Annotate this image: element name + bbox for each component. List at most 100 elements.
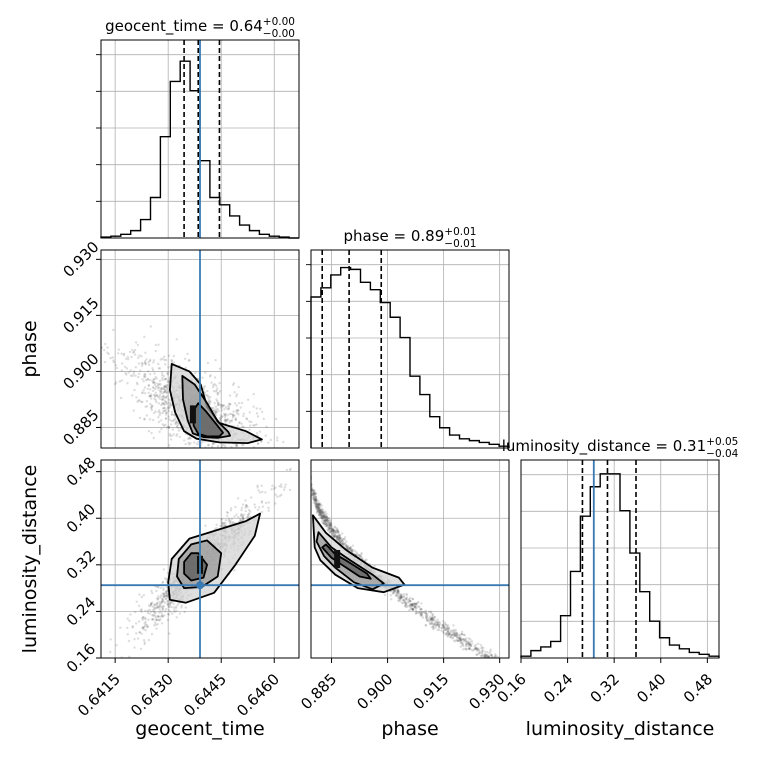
pair-geocent_time-phase-sample-point bbox=[235, 404, 238, 407]
pair-geocent_time-luminosity_distance-sample-point bbox=[139, 647, 143, 651]
pair-phase-luminosity_distance-sample-point bbox=[476, 648, 479, 651]
pair-phase-luminosity_distance-sample-point bbox=[341, 542, 345, 546]
pair-phase-luminosity_distance-sample-point bbox=[467, 644, 470, 648]
pair-phase-luminosity_distance-sample-point bbox=[316, 506, 319, 509]
pair-phase-luminosity_distance-sample-point bbox=[338, 534, 341, 537]
pair-geocent_time-phase-sample-point bbox=[143, 362, 147, 365]
pair-phase-luminosity_distance-sample-point bbox=[397, 592, 400, 595]
pair-geocent_time-phase-sample-point bbox=[149, 393, 153, 396]
pair-phase-luminosity_distance-sample-point bbox=[469, 638, 472, 641]
pair-geocent_time-phase-sample-point bbox=[164, 385, 167, 388]
pair-phase-luminosity_distance-sample-point bbox=[454, 631, 457, 634]
pair-phase-luminosity_distance-sample-point bbox=[345, 544, 348, 547]
pair-geocent_time-luminosity_distance-sample-point bbox=[159, 605, 163, 609]
pair-geocent_time-phase-sample-point bbox=[259, 407, 262, 410]
pair-geocent_time-phase-sample-point bbox=[167, 425, 170, 428]
pair-phase-luminosity_distance-sample-point bbox=[468, 646, 471, 650]
pair-phase-luminosity_distance-sample-point bbox=[430, 618, 433, 621]
pair-geocent_time-phase-sample-point bbox=[127, 358, 130, 361]
pair-geocent_time-phase-sample-point bbox=[104, 342, 107, 346]
ytick-label-luminosity_distance: 0.40 bbox=[63, 500, 99, 536]
pair-geocent_time-luminosity_distance-sample-point bbox=[233, 515, 236, 518]
pair-phase-luminosity_distance-sample-point bbox=[462, 638, 465, 641]
pair-phase-luminosity_distance-sample-point bbox=[455, 634, 458, 638]
pair-geocent_time-luminosity_distance-sample-point bbox=[261, 490, 264, 493]
pair-geocent_time-phase-sample-point bbox=[161, 374, 164, 377]
pair-geocent_time-phase-sample-point bbox=[220, 403, 223, 407]
pair-geocent_time-phase-sample-point bbox=[221, 453, 223, 455]
pair-phase-luminosity_distance-sample-point bbox=[490, 653, 493, 657]
pair-phase-luminosity_distance-sample-point bbox=[452, 639, 456, 642]
pair-phase-luminosity_distance-sample-point bbox=[443, 626, 446, 629]
pair-geocent_time-phase-sample-point bbox=[129, 374, 133, 377]
pair-geocent_time-luminosity_distance-sample-point bbox=[153, 610, 156, 614]
pair-phase-luminosity_distance-sample-point bbox=[333, 525, 336, 528]
pair-phase-luminosity_distance-sample-point bbox=[320, 512, 324, 515]
pair-phase-luminosity_distance-sample-point bbox=[411, 607, 414, 611]
pair-geocent_time-luminosity_distance-sample-point bbox=[147, 618, 150, 621]
pair-phase-luminosity_distance-sample-point bbox=[505, 665, 507, 667]
pair-phase-luminosity_distance-sample-point bbox=[333, 535, 336, 538]
pair-phase-luminosity_distance-sample-point bbox=[461, 648, 465, 651]
pair-geocent_time-phase-sample-point bbox=[153, 381, 157, 384]
pair-phase-luminosity_distance-sample-point bbox=[319, 512, 323, 516]
pair-phase-luminosity_distance-sample-point bbox=[405, 605, 408, 609]
pair-geocent_time-luminosity_distance-sample-point bbox=[135, 600, 138, 603]
pair-phase-luminosity_distance-sample-point bbox=[331, 527, 334, 530]
pair-geocent_time-phase-sample-point bbox=[235, 444, 238, 447]
pair-phase-luminosity_distance-sample-point bbox=[337, 539, 340, 542]
pair-geocent_time-luminosity_distance-sample-point bbox=[172, 606, 176, 609]
pair-geocent_time-luminosity_distance-sample-point bbox=[147, 638, 151, 642]
pair-phase-luminosity_distance-sample-point bbox=[311, 494, 314, 497]
pair-phase-luminosity_distance-sample-point bbox=[404, 597, 408, 601]
pair-geocent_time-luminosity_distance-sample-point bbox=[250, 496, 253, 499]
pair-phase-luminosity_distance-sample-point bbox=[443, 626, 446, 630]
pair-phase-luminosity_distance-sample-point bbox=[495, 667, 497, 669]
pair-geocent_time-phase-sample-point bbox=[229, 403, 232, 406]
pair-phase-luminosity_distance-sample-point bbox=[414, 607, 417, 610]
pair-geocent_time-phase-sample-point bbox=[167, 426, 171, 429]
pair-phase-luminosity_distance-sample-point bbox=[414, 606, 417, 609]
pair-geocent_time-phase-sample-point bbox=[138, 354, 141, 357]
pair-geocent_time-phase-sample-point bbox=[153, 372, 156, 375]
pair-geocent_time-phase-sample-point bbox=[201, 376, 204, 379]
pair-phase-luminosity_distance-sample-point bbox=[481, 654, 484, 657]
pair-phase-luminosity_distance-sample-point bbox=[398, 596, 402, 599]
pair-phase-luminosity_distance-sample-point bbox=[323, 515, 327, 519]
pair-geocent_time-luminosity_distance-sample-point bbox=[157, 605, 161, 608]
pair-phase-luminosity_distance-sample-point bbox=[314, 498, 317, 501]
pair-phase-luminosity_distance-sample-point bbox=[454, 640, 457, 643]
pair-geocent_time-luminosity_distance-sample-point bbox=[260, 501, 263, 504]
pair-geocent_time-phase-sample-point bbox=[161, 371, 164, 375]
pair-geocent_time-phase-sample-point bbox=[170, 423, 173, 426]
pair-phase-luminosity_distance-sample-point bbox=[393, 590, 396, 594]
pair-geocent_time-phase-sample-point bbox=[164, 396, 168, 399]
pair-geocent_time-phase-sample-point bbox=[161, 376, 164, 380]
pair-geocent_time-phase-sample-point bbox=[188, 454, 190, 456]
pair-geocent_time-phase-sample-point bbox=[215, 384, 218, 387]
pair-geocent_time-luminosity_distance-sample-point bbox=[175, 605, 178, 608]
pair-phase-luminosity_distance-sample-point bbox=[320, 510, 323, 513]
pair-geocent_time-luminosity_distance-sample-point bbox=[215, 527, 218, 530]
pair-phase-luminosity_distance-sample-point bbox=[507, 672, 509, 674]
pair-phase-luminosity_distance-sample-point bbox=[454, 634, 457, 637]
pair-geocent_time-phase-sample-point bbox=[134, 353, 137, 356]
pair-phase-luminosity_distance-sample-point bbox=[490, 659, 492, 661]
pair-phase-luminosity_distance-sample-point bbox=[477, 651, 481, 655]
pair-geocent_time-luminosity_distance-sample-point bbox=[167, 604, 170, 607]
pair-geocent_time-phase-sample-point bbox=[154, 391, 157, 394]
pair-geocent_time-phase-sample-point bbox=[109, 356, 112, 360]
pair-phase-luminosity_distance-sample-point bbox=[455, 636, 459, 639]
pair-geocent_time-phase-sample-point bbox=[123, 365, 127, 369]
pair-geocent_time-phase-sample-point bbox=[219, 419, 222, 422]
pair-phase-luminosity_distance-sample-point bbox=[503, 668, 505, 670]
pair-geocent_time-luminosity_distance-sample-point bbox=[168, 601, 172, 605]
pair-geocent_time-phase-sample-point bbox=[238, 421, 241, 425]
pair-phase-luminosity_distance-sample-point bbox=[478, 649, 481, 653]
pair-geocent_time-phase-sample-point bbox=[214, 390, 218, 393]
pair-phase-luminosity_distance-sample-point bbox=[340, 541, 343, 545]
pair-geocent_time-luminosity_distance-sample-point bbox=[244, 506, 247, 509]
pair-geocent_time-phase-sample-point bbox=[167, 444, 171, 447]
pair-geocent_time-phase-sample-point bbox=[164, 413, 168, 416]
pair-phase-luminosity_distance-sample-point bbox=[459, 645, 462, 648]
